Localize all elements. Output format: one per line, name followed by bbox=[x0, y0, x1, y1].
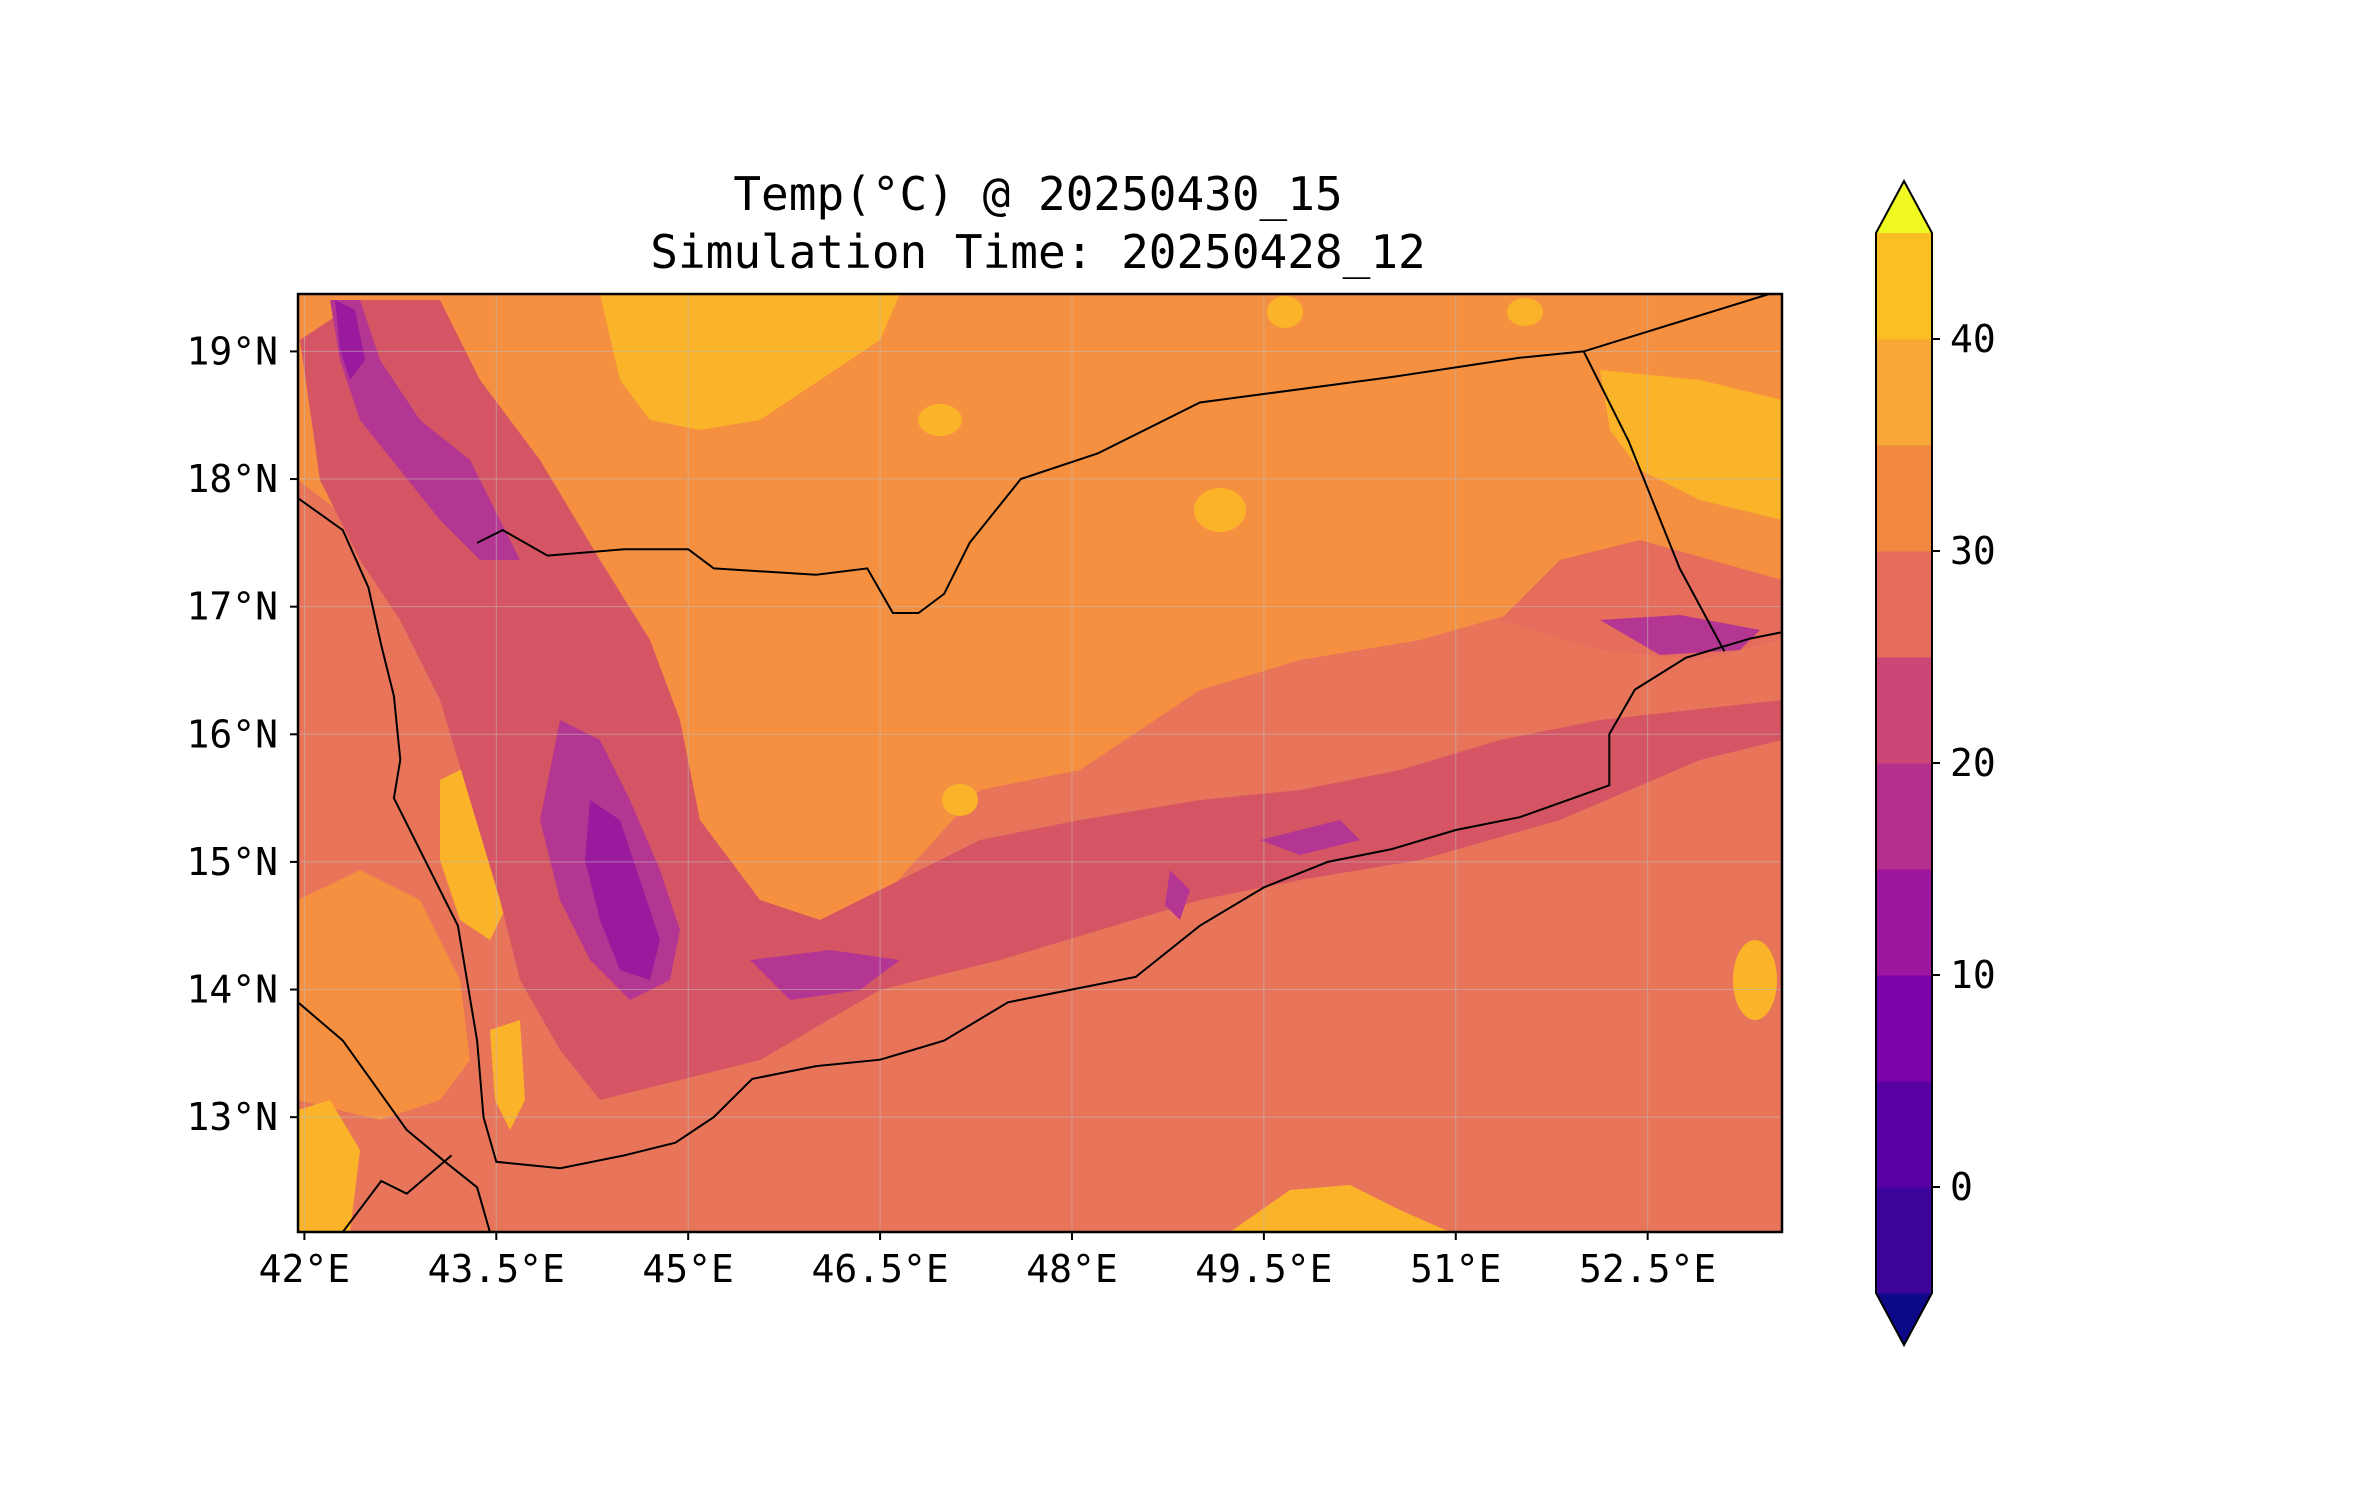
coldest-patches bbox=[335, 300, 660, 980]
colorbar-segment bbox=[1876, 975, 1932, 1082]
gridlines bbox=[298, 294, 1782, 1232]
y-tick-label: 18°N bbox=[186, 457, 278, 501]
boundaries bbox=[298, 294, 1782, 1232]
colorbar-extend-high bbox=[1876, 181, 1932, 233]
colorbar-segment bbox=[1876, 551, 1932, 658]
map-subtitle: Simulation Time: 20250428_12 bbox=[650, 225, 1426, 279]
x-tick-label: 45°E bbox=[642, 1247, 734, 1291]
y-tick-label: 13°N bbox=[186, 1095, 278, 1139]
coastline-africa bbox=[298, 1001, 491, 1232]
coastline bbox=[298, 497, 1782, 1170]
x-tick-label: 52.5°E bbox=[1579, 1247, 1716, 1291]
y-axis: 19°N 18°N 17°N 16°N 15°N 14°N 13°N bbox=[186, 329, 298, 1139]
colorbar-segment bbox=[1876, 1081, 1932, 1188]
plot-frame bbox=[296, 292, 1784, 1234]
colorbar-segment bbox=[1876, 763, 1932, 870]
colorbar-segment bbox=[1876, 445, 1932, 552]
hot-patches bbox=[298, 294, 1782, 1232]
x-tick-label: 49.5°E bbox=[1195, 1247, 1332, 1291]
y-tick-label: 19°N bbox=[186, 329, 278, 373]
y-tick-label: 14°N bbox=[186, 968, 278, 1012]
border-oman bbox=[1582, 350, 1726, 652]
colorbar-extend-low bbox=[1876, 1293, 1932, 1345]
y-tick-label: 16°N bbox=[186, 712, 278, 756]
border-saudi-arabia bbox=[476, 294, 1770, 614]
x-tick-label: 42°E bbox=[259, 1247, 351, 1291]
colorbar-tick-label: 0 bbox=[1950, 1165, 1973, 1209]
colorbar-segment bbox=[1876, 657, 1932, 764]
colorbar-segment bbox=[1876, 1187, 1932, 1294]
colorbar-segment bbox=[1876, 339, 1932, 446]
colorbar: 0 10 20 30 40 bbox=[1875, 178, 1996, 1348]
colorbar-tick-label: 40 bbox=[1950, 317, 1996, 361]
x-tick-label: 48°E bbox=[1026, 1247, 1118, 1291]
map-title: Temp(°C) @ 20250430_15 bbox=[733, 167, 1343, 221]
colorbar-tick-label: 10 bbox=[1950, 953, 1996, 997]
temperature-field bbox=[298, 294, 1782, 1232]
colorbar-tick-label: 20 bbox=[1950, 741, 1996, 785]
x-axis: 42°E 43.5°E 45°E 46.5°E 48°E 49.5°E 51°E 52.5°E bbox=[259, 1232, 1716, 1291]
colorbar-segment bbox=[1876, 869, 1932, 976]
colorbar-outline bbox=[1875, 178, 1933, 1348]
coastal-plain-temperature-band bbox=[298, 870, 470, 1120]
highland-temperature-band bbox=[300, 300, 1782, 1100]
y-tick-label: 17°N bbox=[186, 585, 278, 629]
x-tick-label: 43.5°E bbox=[428, 1247, 565, 1291]
colorbar-segment bbox=[1876, 233, 1932, 340]
colorbar-tick-label: 30 bbox=[1950, 529, 1996, 573]
x-tick-label: 46.5°E bbox=[811, 1247, 948, 1291]
y-tick-label: 15°N bbox=[186, 840, 278, 884]
border-africa bbox=[342, 1154, 453, 1232]
x-tick-label: 51°E bbox=[1410, 1247, 1502, 1291]
